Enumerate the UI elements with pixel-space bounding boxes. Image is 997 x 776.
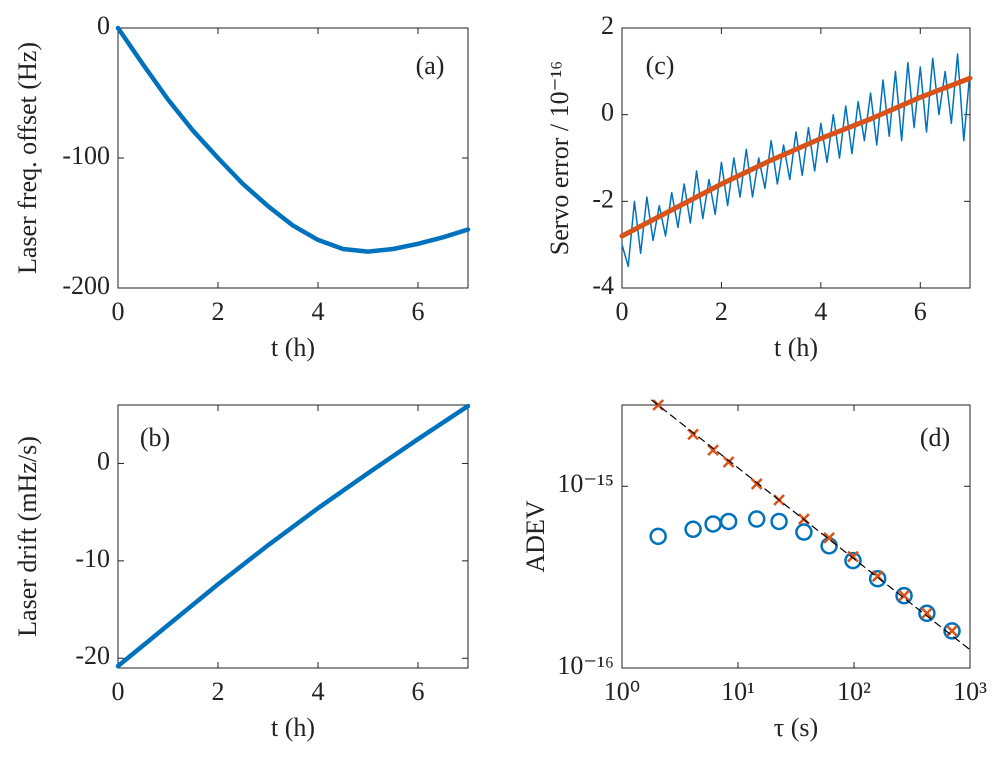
plot-area (621, 27, 971, 289)
y-tick-label: 0 (601, 98, 614, 127)
annotation: (c) (646, 51, 675, 80)
annotation: (d) (920, 423, 950, 452)
plot-area (117, 404, 469, 669)
x-marker (898, 589, 910, 602)
plot-area (621, 404, 971, 669)
x-marker (707, 444, 719, 457)
x-axis-label: t (h) (271, 333, 315, 362)
x-tick-label: 4 (312, 297, 325, 326)
x-tick-label: 10³ (953, 677, 987, 706)
y-tick-label: -4 (592, 271, 614, 300)
x-tick-label: 10² (837, 677, 871, 706)
y-axis-label: ADEV (521, 500, 550, 572)
y-tick-label: -200 (62, 271, 110, 300)
y-tick-label: -10 (75, 544, 110, 573)
annotation: (a) (416, 51, 445, 80)
circle-marker (868, 569, 887, 588)
x-tick-label: 0 (616, 297, 629, 326)
x-tick-label: 2 (212, 297, 225, 326)
circle-marker (649, 527, 667, 546)
x-tick-label: 6 (914, 297, 927, 326)
y-tick-label: -100 (62, 141, 110, 170)
circle-marker (719, 512, 738, 531)
circle-marker (895, 586, 913, 605)
y-tick-label: 2 (601, 11, 614, 40)
y-tick-label: 10⁻¹⁵ (557, 469, 614, 498)
y-tick-label: -20 (75, 641, 110, 670)
x-tick-label: 10⁰ (604, 677, 640, 706)
x-marker (750, 478, 763, 490)
annotation: (b) (140, 423, 170, 452)
x-marker (946, 625, 958, 637)
x-marker (687, 428, 699, 441)
x-axis-label: t (h) (271, 713, 315, 742)
data-line (115, 25, 471, 254)
y-axis-label: Laser freq. offset (Hz) (13, 42, 42, 274)
x-tick-label: 6 (412, 677, 425, 706)
y-tick-label: -2 (592, 184, 614, 213)
y-tick-label: 10⁻¹⁶ (557, 651, 614, 680)
y-tick-label: 0 (97, 446, 110, 475)
x-marker (722, 456, 735, 468)
y-axis-label: Laser drift (mHz/s) (13, 436, 42, 637)
circle-marker (795, 523, 813, 541)
x-tick-label: 0 (112, 297, 125, 326)
circle-marker (684, 520, 702, 539)
circle-marker (918, 604, 936, 623)
y-axis-label: Servo error / 10⁻¹⁶ (545, 61, 574, 255)
x-tick-label: 0 (112, 677, 125, 706)
x-axis-label: t (h) (774, 333, 818, 362)
data-line (115, 403, 471, 669)
x-axis-label: τ (s) (774, 713, 818, 742)
fit-line (651, 399, 971, 651)
x-tick-label: 4 (814, 297, 827, 326)
circle-marker (844, 551, 862, 570)
x-tick-label: 4 (312, 677, 325, 706)
x-tick-label: 6 (412, 297, 425, 326)
x-marker (847, 550, 859, 563)
x-marker (921, 607, 933, 620)
circle-marker (943, 622, 961, 640)
circle-marker (770, 512, 788, 531)
data-line (619, 75, 973, 239)
x-tick-label: 10¹ (721, 677, 755, 706)
x-tick-label: 2 (715, 297, 728, 326)
data-line (621, 53, 971, 268)
x-tick-label: 2 (212, 677, 225, 706)
y-tick-label: 0 (97, 11, 110, 40)
circle-marker (747, 510, 766, 528)
